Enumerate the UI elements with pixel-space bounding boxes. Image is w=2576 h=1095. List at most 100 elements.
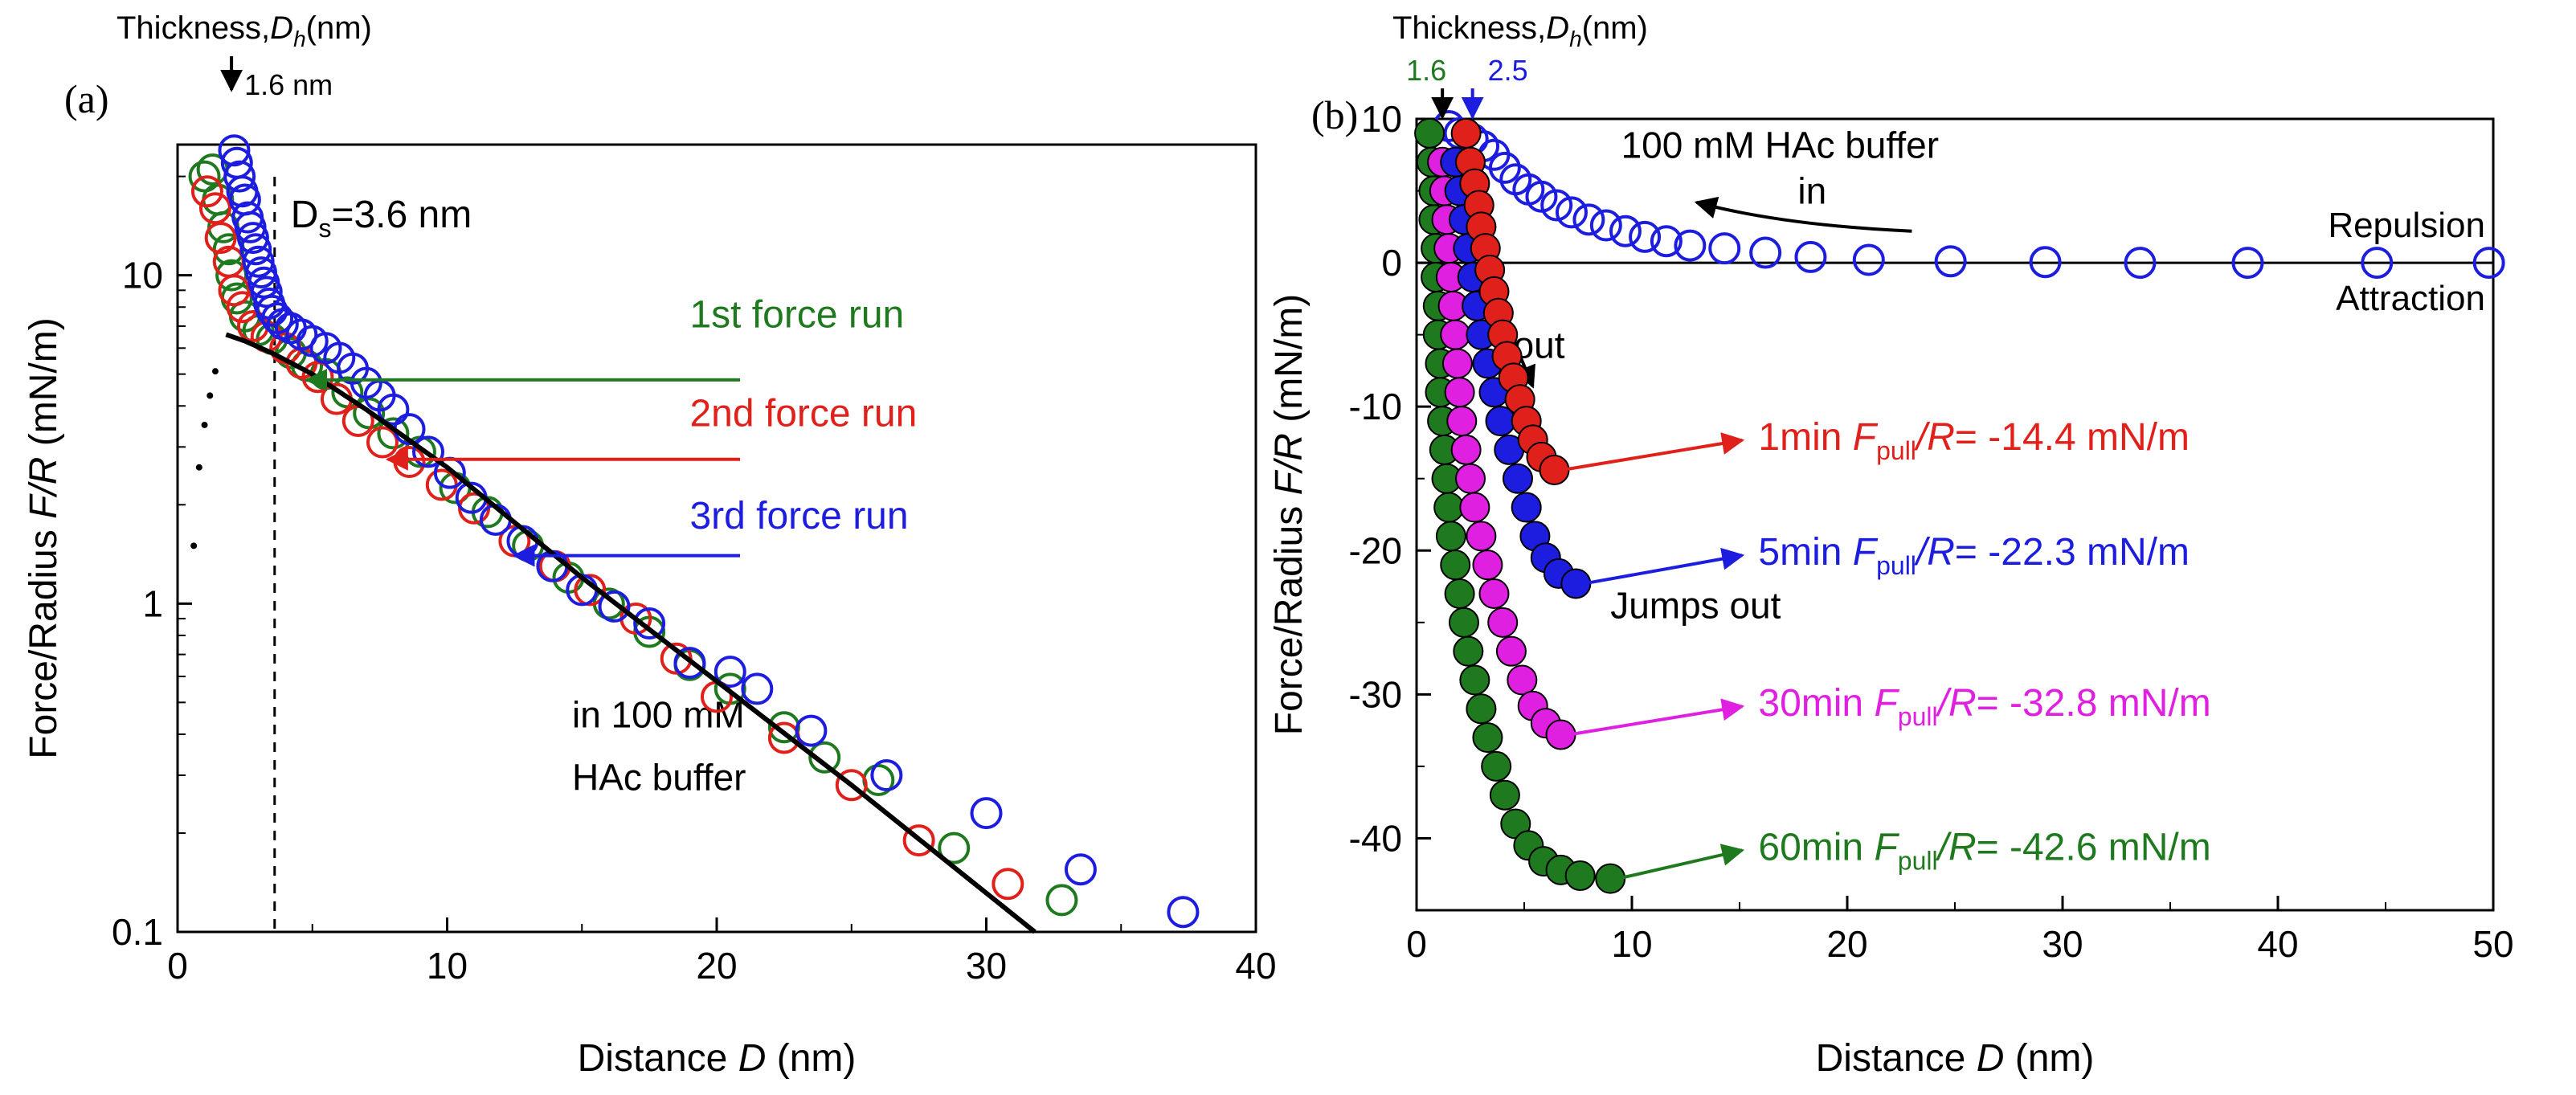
x-tick-label-a: 40 (1235, 945, 1276, 987)
pull-arrow (1618, 850, 1742, 878)
pull-label: 5min Fpull/R= -22.3 mN/m (1758, 531, 2190, 580)
approach-point (1854, 246, 1883, 275)
repulsion-label: Repulsion (2328, 206, 2485, 245)
pull-point (1452, 435, 1481, 464)
x-tick-label-b: 10 (1611, 923, 1652, 965)
data-point-a (1168, 897, 1197, 926)
pull-value: = -14.4 mN/m (1955, 416, 2190, 459)
attraction-label: Attraction (2336, 279, 2485, 318)
pull-point (1460, 665, 1489, 694)
data-point-a (993, 869, 1022, 898)
y-axis-label-unit: (mN/m) (22, 317, 65, 456)
data-point-a (872, 761, 901, 790)
approach-point (1574, 205, 1603, 234)
y-axis-label-b: Force/Radius F/R (mN/m) (1268, 294, 1310, 735)
y-axis-label-var: F/R (22, 457, 65, 519)
pull-point (1454, 637, 1482, 666)
thickness-label-a: Thickness,Dh(nm) (117, 10, 372, 51)
pull-arrow (1563, 440, 1743, 470)
y-tick-label-a: 1 (142, 582, 163, 624)
thickness-value-a: 1.6 nm (244, 68, 333, 101)
panel-a-frame (178, 145, 1256, 932)
x-axis-label-var: D (1977, 1037, 2005, 1080)
pull-r: /R (1936, 826, 1977, 868)
pull-arrow (1569, 706, 1743, 734)
pull-point (1437, 521, 1466, 550)
y-tick-label-a: 10 (122, 255, 163, 296)
pull-point (1447, 407, 1476, 435)
approach-point (1611, 217, 1640, 246)
pull-point (1434, 493, 1463, 522)
pull-value: = -42.6 mN/m (1977, 826, 2211, 868)
y-axis-label-text: Force/Radius (22, 519, 65, 759)
pull-time: 1min (1758, 416, 1852, 459)
pull-point (1490, 781, 1519, 810)
y-axis-label-a: Force/Radius F/R (mN/m) (22, 317, 65, 758)
thickness-sub: h (293, 27, 306, 51)
fit-dot (190, 542, 197, 549)
fit-dot (206, 392, 213, 398)
thickness-var: D (1546, 10, 1569, 46)
thickness-value-b: 2.5 (1488, 54, 1528, 87)
pull-point (1507, 665, 1536, 694)
panel-label-a: (a) (64, 76, 109, 121)
series-label-a: 2nd force run (689, 392, 917, 435)
figure: 0 10 20 30 400.1110Distance D (nm)Force/Radi… (0, 0, 2576, 1095)
ds-label-sub: s (318, 214, 331, 243)
y-tick-label-b: -20 (1349, 529, 1402, 571)
x-axis-label-text: Distance (1816, 1037, 1977, 1080)
thickness-sub: h (1569, 27, 1582, 51)
panel-a: 0 10 20 30 40 0.1 1 10 Distance D (nm) Force/Radi… (22, 10, 1277, 1080)
data-point-a (972, 799, 1001, 827)
y-tick-label-b: -10 (1349, 386, 1402, 427)
pull-point (1479, 579, 1508, 608)
panel-label-b: (b) (1311, 92, 1358, 137)
x-tick-label-b: 20 (1826, 923, 1867, 965)
pull-point (1473, 550, 1502, 579)
y-axis-label-var: F/R (1268, 433, 1310, 495)
pull-sub: pull (1898, 846, 1938, 875)
thickness-label-b: Thickness,Dh(nm) (1392, 10, 1648, 51)
x-axis-label-text: Distance (578, 1037, 738, 1080)
ds-label-var: D (291, 194, 319, 236)
data-point-a (1066, 855, 1095, 884)
data-point-a (796, 717, 825, 746)
pull-point (1415, 119, 1444, 148)
pull-point (1512, 493, 1541, 522)
data-point-a (1047, 885, 1076, 914)
pull-f: F (1853, 531, 1879, 574)
ds-label: Ds=3.6 nm (291, 194, 472, 243)
y-tick-label-b: -40 (1349, 817, 1402, 859)
x-tick-label-a: 10 (427, 945, 468, 987)
y-tick-label-b: -30 (1349, 673, 1402, 715)
pull-f: F (1874, 826, 1899, 868)
pull-time: 5min (1758, 531, 1852, 574)
approach-point (1592, 211, 1621, 240)
approach-point (1630, 223, 1659, 251)
y-axis-label-text: Force/Radius (1268, 495, 1310, 735)
thickness-var: D (270, 10, 293, 46)
x-tick-label-a: 30 (966, 945, 1007, 987)
pull-label: 1min Fpull/R= -14.4 mN/m (1758, 416, 2190, 465)
pull-point (1497, 637, 1526, 666)
pull-point (1566, 861, 1595, 890)
x-axis-label-b: Distance D (nm) (1816, 1037, 2095, 1080)
data-point-a (233, 203, 262, 232)
x-axis-label-a: Distance D (nm) (578, 1037, 857, 1080)
fit-dot (212, 368, 219, 374)
x-tick-label-b: 0 (1406, 923, 1427, 965)
x-tick-label-b: 50 (2472, 923, 2513, 965)
pull-sub: pull (1898, 702, 1938, 731)
x-tick-label-a: 0 (167, 945, 188, 987)
pull-point (1456, 464, 1485, 493)
pull-point (1460, 493, 1489, 522)
y-axis-label-unit: (mN/m) (1268, 294, 1310, 433)
pull-value: = -32.8 mN/m (1977, 682, 2211, 725)
x-axis-label-unit: (nm) (2004, 1037, 2094, 1080)
pull-point (1473, 723, 1502, 752)
pull-time: 30min (1758, 682, 1874, 725)
series-label-a: 3rd force run (689, 495, 908, 537)
pull-r: /R (1936, 682, 1977, 725)
thickness-unit: (nm) (1582, 10, 1648, 46)
pull-f: F (1874, 682, 1899, 725)
